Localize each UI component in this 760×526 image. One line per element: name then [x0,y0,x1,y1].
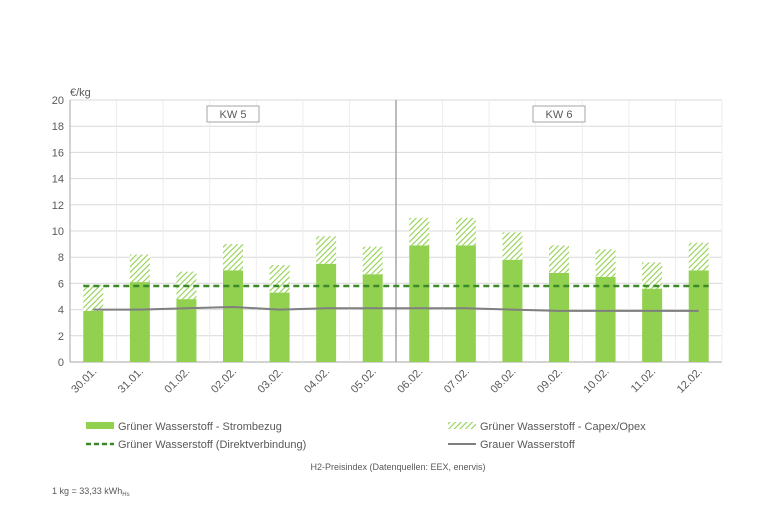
legend-label: Grüner Wasserstoff - Capex/Opex [480,421,646,433]
x-tick-label: 31.01. [116,366,146,396]
y-tick-label: 8 [58,252,64,264]
bar-strombezug [176,299,197,362]
unit-label: €/kg [70,87,91,99]
bar-strombezug [549,272,569,362]
x-tick-label: 11.02. [629,366,659,396]
x-tick-label: 03.02. [256,366,286,396]
footnote-sub: Hs [122,492,129,498]
bar-capex-opex [688,242,709,271]
line-grauer-wasserstoff [93,305,699,312]
legend-swatch-strombezug [86,422,114,429]
legend-label: Grauer Wasserstoff [480,439,576,451]
bar-strombezug [455,245,476,362]
bar-capex-opex [362,246,383,275]
bar-strombezug [269,292,290,362]
bar-capex-opex [269,265,290,293]
week-annotations: KW 5 KW 6 [206,100,586,362]
footnote: 1 kg = 33,33 kWhHs [52,486,130,498]
bar-strombezug [642,288,663,362]
x-tick-label: 04.02. [302,366,332,396]
bar-strombezug [223,270,243,362]
legend-label: Grüner Wasserstoff (Direktverbindung) [118,439,306,451]
bar-strombezug [362,274,383,362]
source-note: H2-Preisindex (Datenquellen: EEX, enervi… [310,462,485,472]
x-tick-label: 02.02. [209,366,239,396]
footnote-main: 1 kg = 33,33 kWh [52,486,122,496]
bar-capex-opex [129,254,150,283]
bar-strombezug [688,270,709,362]
y-tick-label: 6 [58,278,64,290]
x-tick-label: 09.02. [535,366,565,396]
bar-strombezug [502,259,523,362]
x-tick-label: 12.02. [675,366,705,396]
bar-capex-opex [316,236,337,264]
bar-capex-opex [83,284,104,311]
bar-capex-opex [502,232,523,260]
bar-strombezug [316,263,337,362]
bar-capex-opex [642,262,663,289]
legend-label: Grüner Wasserstoff - Strombezug [118,421,282,433]
y-tick-label: 14 [52,174,64,186]
bar-strombezug [129,282,150,362]
x-tick-label: 30.01. [69,366,99,396]
week-label: KW 6 [546,109,573,121]
y-axis: 0 2 4 6 8 10 12 14 16 18 20 [52,95,71,369]
x-tick-label: 06.02. [395,366,425,396]
x-tick-label: 01.02. [162,366,192,396]
y-tick-label: 4 [58,305,64,317]
bar-strombezug [83,310,104,362]
bar-capex-opex [409,217,430,246]
bar-capex-opex [223,244,243,271]
x-axis: 30.01. 31.01. 01.02. 02.02. 03.02. 04.02. 05.0… [69,366,705,396]
x-tick-label: 07.02. [442,366,472,396]
bar-capex-opex [595,249,616,277]
y-tick-label: 0 [58,357,64,369]
bar-capex-opex [549,245,569,273]
y-tick-label: 18 [52,121,64,133]
x-tick-label: 05.02. [349,366,379,396]
y-tick-label: 20 [52,95,64,107]
series-lines [83,284,709,312]
y-tick-label: 2 [58,331,64,343]
bar-strombezug [409,245,430,362]
bar-strombezug [595,276,616,362]
legend-swatch-capex-opex [448,422,476,429]
x-tick-label: 10.02. [582,366,612,396]
y-tick-label: 16 [52,147,64,159]
week-label: KW 5 [220,109,247,121]
week-box [532,105,586,123]
y-tick-label: 10 [52,226,64,238]
legend: Grüner Wasserstoff - Strombezug Grüner Wa… [86,421,646,451]
week-box [206,105,260,123]
y-tick-label: 12 [52,200,64,212]
bar-capex-opex [455,217,476,246]
x-tick-label: 08.02. [488,366,518,396]
